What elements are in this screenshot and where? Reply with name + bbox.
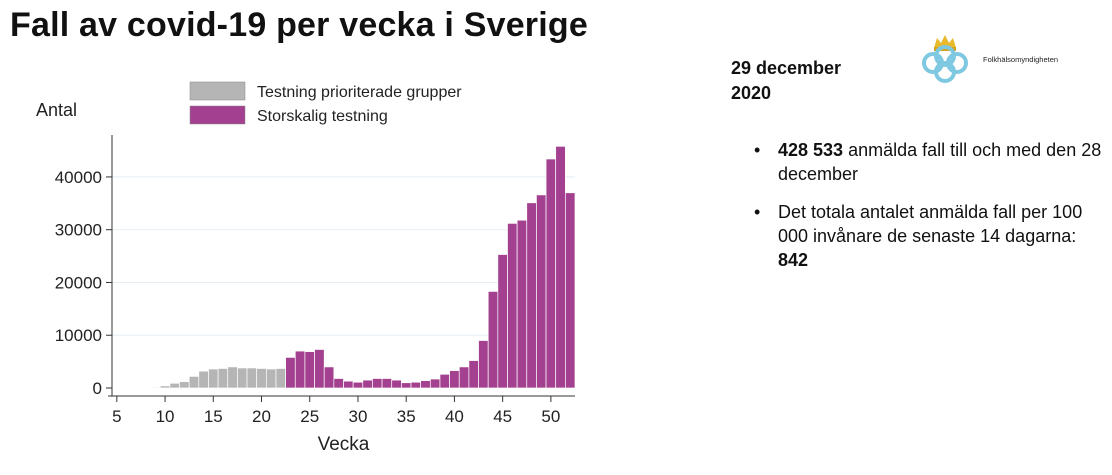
bullet-icon: • xyxy=(754,140,761,160)
x-tick-label: 5 xyxy=(112,407,121,426)
legend-label: Testning prioriterade grupper xyxy=(257,84,462,101)
bar xyxy=(121,387,132,389)
bar xyxy=(217,368,229,389)
bar xyxy=(159,385,171,389)
bar xyxy=(362,379,373,389)
date-line-2: 2020 xyxy=(731,83,772,103)
date-line-1: 29 december xyxy=(731,58,842,78)
bar xyxy=(237,367,248,389)
bar xyxy=(265,368,277,389)
bullet-incidence: • Det totala antalet anmälda fall per 10… xyxy=(752,200,1102,272)
bar xyxy=(516,219,528,389)
x-tick-label: 40 xyxy=(445,407,464,426)
y-tick-label: 30000 xyxy=(55,221,102,240)
bar xyxy=(246,367,258,389)
page-title: Fall av covid-19 per vecka i Sverige xyxy=(10,6,588,44)
legend-swatch xyxy=(189,81,246,101)
bar xyxy=(256,368,267,389)
bar xyxy=(487,291,499,389)
key-facts-list: • 428 533 anmälda fall till och med den … xyxy=(752,138,1102,286)
bar xyxy=(478,340,489,389)
y-tick-label: 10000 xyxy=(55,326,102,345)
incidence-text: Det totala antalet anmälda fall per 100 … xyxy=(778,202,1083,246)
y-tick-label: 20000 xyxy=(55,273,102,292)
logo-text: Folkhälsomyndigheten xyxy=(983,55,1059,64)
bar xyxy=(352,381,364,389)
bar xyxy=(304,351,315,389)
y-axis-label: Antal xyxy=(36,100,77,120)
bar xyxy=(429,378,441,389)
x-tick-label: 20 xyxy=(252,407,271,426)
bar xyxy=(526,202,537,389)
bar xyxy=(275,368,286,389)
legend-label: Storskalig testning xyxy=(257,108,388,125)
bar xyxy=(439,373,450,389)
bar xyxy=(343,380,354,389)
x-tick-label: 25 xyxy=(300,407,319,426)
total-cases-text: anmälda fall till och med den 28 decembe… xyxy=(778,140,1102,184)
bar xyxy=(169,382,180,389)
bar xyxy=(333,378,344,389)
y-tick-label: 0 xyxy=(93,379,102,398)
bar xyxy=(410,381,422,389)
legend: Testning prioriterade grupper Storskalig … xyxy=(189,81,462,125)
bar xyxy=(449,370,460,389)
bullet-total-cases: • 428 533 anmälda fall till och med den … xyxy=(752,138,1102,186)
bar-chart: 0 10000 20000 30000 40000 5 10 15 20 25 30 35 40 45 50… xyxy=(0,70,640,475)
date-label: 29 december 2020 xyxy=(731,56,881,106)
bar xyxy=(294,350,306,389)
bar xyxy=(372,378,383,389)
bar xyxy=(285,357,296,389)
bar xyxy=(458,366,470,389)
legend-swatch xyxy=(189,105,246,125)
bar xyxy=(420,380,431,389)
bar xyxy=(323,366,335,389)
incidence-value: 842 xyxy=(778,250,809,270)
x-tick-label: 35 xyxy=(397,407,416,426)
logo: Folkhälsomyndigheten xyxy=(910,26,1070,96)
logo-emblem-icon xyxy=(922,35,968,83)
bar xyxy=(227,366,238,389)
bar xyxy=(314,349,325,389)
y-tick-label: 40000 xyxy=(55,168,102,187)
x-axis-label: Vecka xyxy=(318,434,370,455)
bar xyxy=(179,381,190,389)
x-tick-label: 30 xyxy=(349,407,368,426)
bar xyxy=(468,360,479,389)
bar xyxy=(381,378,393,389)
bar xyxy=(208,368,219,389)
bar xyxy=(564,192,576,389)
bar xyxy=(401,382,412,389)
bar xyxy=(198,370,209,389)
x-tick-label: 10 xyxy=(156,407,175,426)
bullet-icon: • xyxy=(754,202,761,222)
bar xyxy=(545,158,557,389)
bar xyxy=(507,223,518,389)
x-tick-label: 50 xyxy=(541,407,560,426)
bars xyxy=(121,145,576,389)
bar xyxy=(150,386,161,389)
bar xyxy=(391,379,402,389)
chart-svg: 0 10000 20000 30000 40000 5 10 15 20 25 30 35 40 45 50… xyxy=(36,81,576,455)
bar xyxy=(497,254,508,389)
x-tick-label: 15 xyxy=(204,407,223,426)
bar xyxy=(536,194,547,389)
total-cases-value: 428 533 xyxy=(778,140,844,160)
x-tick-label: 45 xyxy=(493,407,512,426)
bar xyxy=(188,376,200,389)
axes: 0 10000 20000 30000 40000 5 10 15 20 25 30 35 40 45 50… xyxy=(36,100,575,455)
bar xyxy=(555,145,566,389)
